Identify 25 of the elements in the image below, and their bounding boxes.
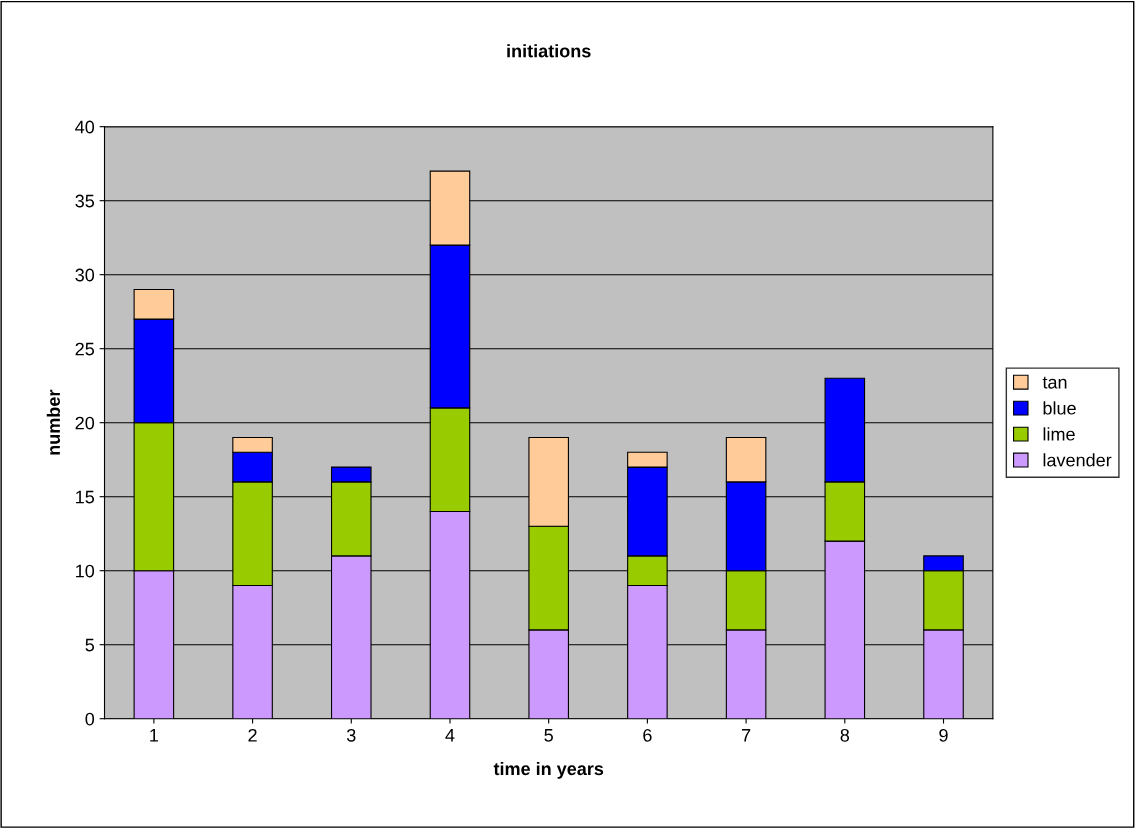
x-tick-label: 7 — [742, 729, 751, 742]
x-tick-label: 1 — [150, 729, 158, 742]
legend-label: lavender — [1043, 453, 1112, 467]
legend-label: tan — [1042, 376, 1067, 389]
y-tick-label: 25 — [75, 342, 95, 356]
y-axis-title: number — [46, 389, 61, 455]
y-tick-label: 0 — [85, 712, 95, 726]
y-tick-label: 35 — [75, 194, 95, 208]
y-tick-label: 15 — [76, 490, 95, 504]
x-tick-label: 3 — [346, 728, 356, 742]
y-tick-label: 5 — [85, 638, 95, 652]
legend-label: lime — [1043, 427, 1075, 441]
x-tick-label: 6 — [643, 728, 652, 742]
chart-title: initiations — [507, 44, 591, 58]
x-tick-label: 9 — [939, 728, 948, 742]
y-tick-label: 30 — [75, 268, 95, 282]
x-tick-label: 2 — [248, 728, 257, 742]
y-tick-label: 20 — [75, 416, 95, 430]
x-axis-title: time in years — [493, 761, 604, 779]
x-tick-label: 4 — [445, 729, 455, 742]
x-tick-label: 8 — [840, 728, 850, 742]
y-tick-label: 10 — [76, 564, 95, 578]
legend-label: blue — [1043, 401, 1076, 415]
x-tick-label: 5 — [544, 729, 553, 742]
y-tick-label: 40 — [75, 120, 95, 134]
